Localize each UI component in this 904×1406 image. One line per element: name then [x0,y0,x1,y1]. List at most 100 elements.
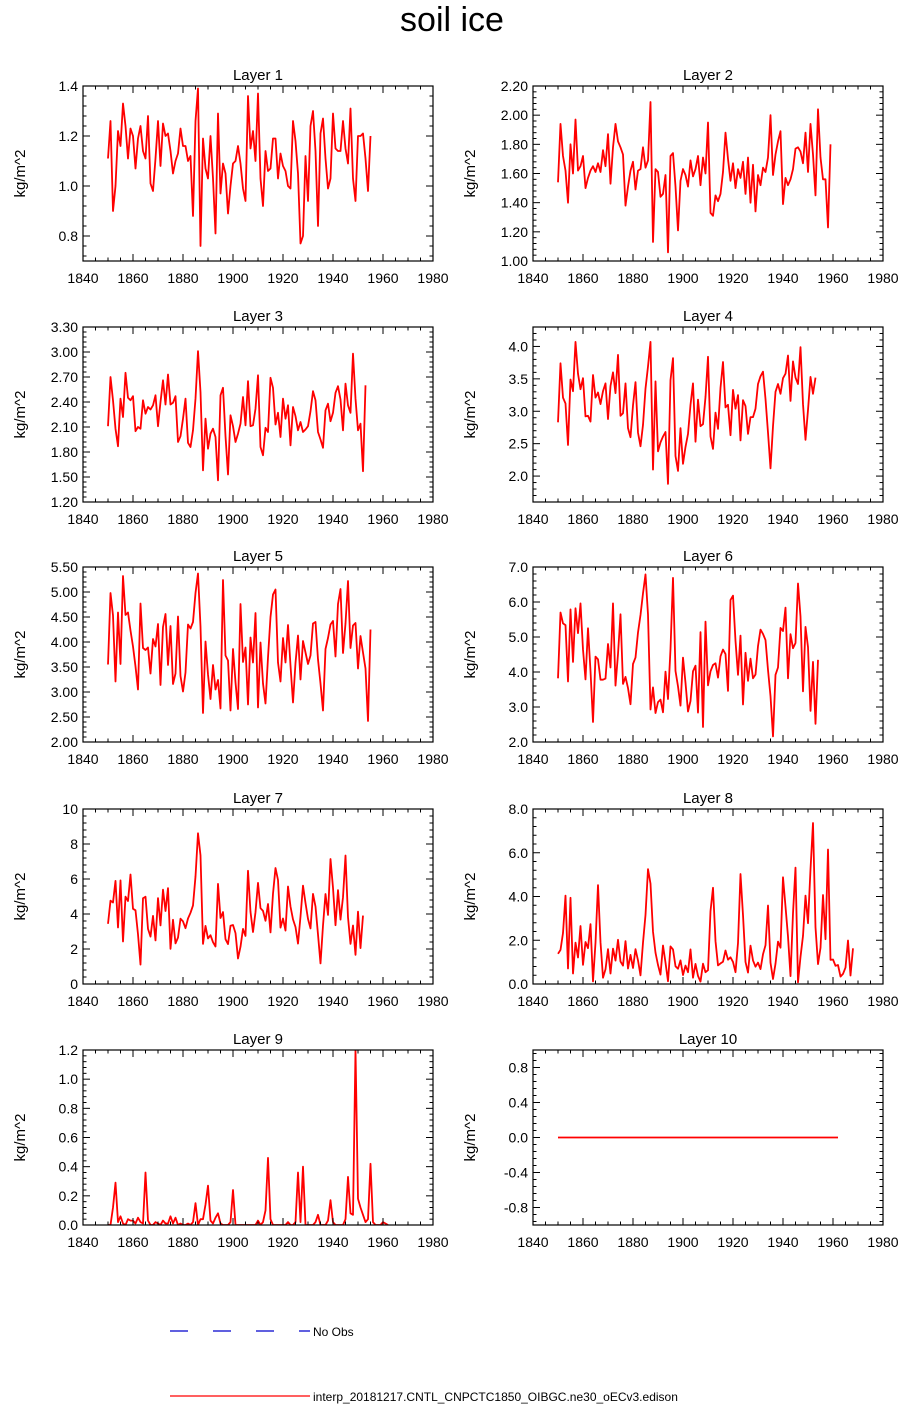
plot-frame [82,326,434,503]
y-tick-label: 1.80 [501,136,528,152]
y-tick-label: 4.0 [509,664,529,680]
y-tick-label: 2.40 [51,394,78,410]
x-tick-label: 1880 [167,270,198,286]
y-tick-label: 8.0 [509,801,529,817]
panel-title: Layer 4 [683,308,733,325]
y-axis-label: kg/m^2 [12,150,29,198]
y-tick-label: 4.0 [509,338,529,354]
x-tick-label: 1860 [117,751,148,767]
y-tick-label: 2.00 [501,107,528,123]
chart-panel-2: Layer 2 1840 1860 1880 1900 1920 1940 1960 1980 1… [462,67,899,286]
x-tick-label: 1860 [117,993,148,1009]
y-tick-label: 8 [70,836,78,852]
y-tick-label: 0.0 [509,976,529,992]
x-tick-label: 1980 [867,993,898,1009]
x-tick-label: 1980 [867,1234,898,1250]
x-tick-label: 1840 [517,1234,548,1250]
x-tick-label: 1840 [517,511,548,527]
x-tick-label: 1880 [167,993,198,1009]
x-tick-label: 1840 [517,751,548,767]
y-tick-label: 0.4 [59,1159,79,1175]
x-tick-label: 1940 [317,1234,348,1250]
panel-title: Layer 9 [233,1031,283,1048]
panel-title: Layer 5 [233,548,283,565]
y-tick-label: 2.5 [509,436,529,452]
y-tick-label: 2.00 [51,734,78,750]
series-line [107,350,367,482]
x-tick-label: 1940 [317,751,348,767]
y-axis-label: kg/m^2 [462,631,479,679]
panel-title: Layer 8 [683,790,733,807]
x-tick-label: 1860 [567,751,598,767]
x-tick-label: 1980 [417,751,448,767]
page-title: soil ice [400,1,504,39]
x-tick-label: 1880 [617,993,648,1009]
panel-title: Layer 10 [679,1031,737,1048]
y-tick-label: 4 [70,906,78,922]
series-line [557,340,817,485]
series-line [107,832,364,966]
x-tick-label: 1840 [517,993,548,1009]
y-tick-label: 1.20 [501,224,528,240]
x-tick-label: 1920 [267,270,298,286]
y-tick-label: 1.2 [59,128,79,144]
y-tick-label: 5.00 [51,584,78,600]
x-tick-label: 1880 [617,751,648,767]
y-axis-label: kg/m^2 [12,631,29,679]
y-tick-label: 3.0 [509,699,529,715]
panels-group: Layer 1 1840 1860 1880 1900 1920 1940 1960 1980 0… [12,67,899,1250]
legend-obs-label: No Obs [313,1325,354,1339]
y-axis-label: kg/m^2 [462,150,479,198]
x-tick-label: 1940 [767,270,798,286]
y-tick-label: 1.20 [51,494,78,510]
chart-panel-9: Layer 9 1840 1860 1880 1900 1920 1940 1960 1980 0… [12,1031,449,1250]
x-tick-label: 1940 [767,751,798,767]
y-tick-label: 7.0 [509,559,529,575]
panel-title: Layer 3 [233,308,283,325]
chart-panel-1: Layer 1 1840 1860 1880 1900 1920 1940 1960 1980 0… [12,67,449,286]
y-tick-label: 4.50 [51,609,78,625]
x-tick-label: 1880 [617,511,648,527]
series-line [107,572,372,722]
x-tick-label: 1900 [667,511,698,527]
y-axis-label: kg/m^2 [12,873,29,921]
y-tick-label: 0.4 [509,1095,529,1111]
y-tick-label: 1.4 [59,78,79,94]
x-tick-label: 1900 [667,751,698,767]
x-tick-label: 1880 [617,1234,648,1250]
y-tick-label: 2.0 [509,734,529,750]
y-tick-label: 2 [70,941,78,957]
y-tick-label: 6 [70,871,78,887]
x-tick-label: 1840 [67,270,98,286]
y-tick-label: 5.50 [51,559,78,575]
x-tick-label: 1960 [817,1234,848,1250]
y-tick-label: 1.40 [501,195,528,211]
chart-panel-5: Layer 5 1840 1860 1880 1900 1920 1940 1960 1980 2… [12,548,449,767]
y-tick-label: 0.8 [509,1060,529,1076]
y-tick-label: -0.4 [504,1165,528,1181]
y-tick-label: 4.0 [509,889,529,905]
chart-panel-8: Layer 8 1840 1860 1880 1900 1920 1940 1960 1980 0… [462,790,899,1009]
plot-frame [532,566,884,743]
x-tick-label: 1900 [217,270,248,286]
y-tick-label: 0.0 [509,1130,529,1146]
x-tick-label: 1880 [617,270,648,286]
x-tick-label: 1920 [717,270,748,286]
y-tick-label: 2.70 [51,369,78,385]
x-tick-label: 1920 [267,751,298,767]
x-tick-label: 1860 [117,270,148,286]
panel-title: Layer 6 [683,548,733,565]
y-tick-label: 1.2 [59,1042,79,1058]
x-tick-label: 1900 [217,511,248,527]
y-tick-label: 0 [70,976,78,992]
x-tick-label: 1880 [167,511,198,527]
x-tick-label: 1860 [567,511,598,527]
y-axis-label: kg/m^2 [462,391,479,439]
y-tick-label: 2.50 [51,709,78,725]
chart-panel-3: Layer 3 1840 1860 1880 1900 1920 1940 1960 1980 1… [12,308,449,527]
y-tick-label: 6.0 [509,845,529,861]
x-tick-label: 1960 [817,751,848,767]
y-tick-label: 1.00 [501,253,528,269]
chart-panel-4: Layer 4 1840 1860 1880 1900 1920 1940 1960 1980 2… [462,308,899,527]
y-tick-label: 10 [62,801,78,817]
